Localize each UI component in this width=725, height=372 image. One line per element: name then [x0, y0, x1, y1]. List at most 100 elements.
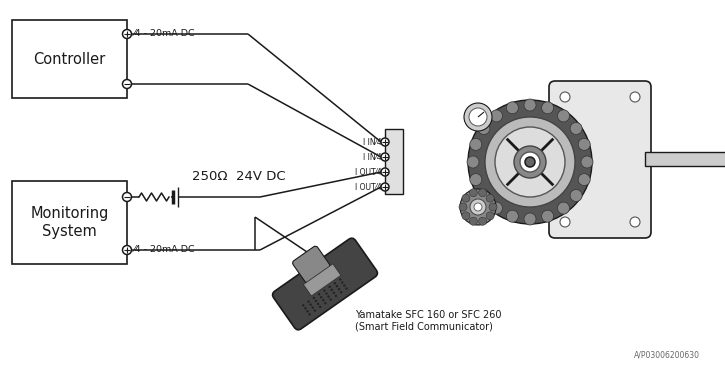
Circle shape: [381, 153, 389, 161]
Circle shape: [340, 291, 342, 294]
Circle shape: [560, 92, 570, 102]
Circle shape: [524, 213, 536, 225]
FancyBboxPatch shape: [549, 81, 651, 238]
Circle shape: [474, 203, 482, 211]
Circle shape: [320, 296, 323, 298]
Circle shape: [381, 183, 389, 191]
Circle shape: [630, 92, 640, 102]
Circle shape: [312, 307, 314, 309]
Circle shape: [322, 299, 325, 301]
Circle shape: [478, 189, 486, 197]
Text: I IN⁄4: I IN⁄4: [363, 138, 382, 147]
Circle shape: [324, 302, 326, 304]
Circle shape: [506, 210, 518, 222]
Circle shape: [459, 203, 467, 211]
Circle shape: [579, 174, 590, 186]
Circle shape: [478, 189, 490, 202]
Circle shape: [495, 127, 565, 197]
Circle shape: [310, 304, 312, 306]
Circle shape: [312, 297, 315, 299]
Circle shape: [334, 282, 336, 284]
Text: A/P03006200630: A/P03006200630: [634, 351, 700, 360]
Circle shape: [470, 138, 482, 150]
Circle shape: [486, 212, 494, 220]
Circle shape: [308, 313, 311, 315]
Text: ⁄4 - 20mA DC: ⁄4 - 20mA DC: [134, 244, 196, 253]
Text: Monitoring
System: Monitoring System: [30, 206, 109, 239]
Circle shape: [524, 99, 536, 111]
Circle shape: [478, 217, 486, 225]
Circle shape: [464, 103, 492, 131]
Circle shape: [469, 217, 477, 225]
Bar: [385, 129, 403, 194]
Text: Yamatake SFC 160 or SFC 260
(Smart Field Communicator): Yamatake SFC 160 or SFC 260 (Smart Field…: [355, 310, 502, 331]
Circle shape: [558, 202, 570, 214]
Text: I OUT⁄4: I OUT⁄4: [355, 183, 382, 192]
Circle shape: [381, 168, 389, 176]
Circle shape: [489, 203, 497, 211]
Circle shape: [542, 102, 554, 114]
Text: Controller: Controller: [33, 51, 106, 67]
Circle shape: [478, 122, 490, 135]
Circle shape: [328, 286, 331, 288]
Circle shape: [542, 210, 554, 222]
Circle shape: [335, 295, 337, 297]
FancyBboxPatch shape: [273, 238, 378, 330]
Bar: [12, 181, 127, 264]
Circle shape: [317, 303, 319, 305]
Text: ⁄4 - 20mA DC: ⁄4 - 20mA DC: [134, 29, 196, 38]
Circle shape: [486, 194, 494, 202]
Circle shape: [491, 202, 502, 214]
Circle shape: [123, 80, 131, 89]
Circle shape: [307, 301, 310, 303]
Circle shape: [328, 295, 330, 298]
Circle shape: [470, 199, 486, 215]
Circle shape: [338, 288, 340, 291]
Circle shape: [333, 292, 335, 294]
Circle shape: [514, 146, 546, 178]
Bar: [303, 264, 341, 296]
FancyBboxPatch shape: [292, 246, 330, 283]
Circle shape: [560, 217, 570, 227]
Circle shape: [345, 287, 348, 290]
Circle shape: [579, 138, 590, 150]
Circle shape: [506, 102, 518, 114]
Circle shape: [123, 29, 131, 38]
Circle shape: [314, 310, 316, 312]
Circle shape: [469, 108, 487, 126]
Circle shape: [462, 212, 470, 220]
Circle shape: [319, 306, 321, 308]
Circle shape: [315, 300, 317, 302]
Circle shape: [581, 156, 593, 168]
Circle shape: [470, 174, 482, 186]
Circle shape: [460, 189, 496, 225]
Circle shape: [570, 122, 582, 135]
Bar: [12, 20, 127, 98]
Circle shape: [558, 110, 570, 122]
Circle shape: [302, 304, 304, 307]
Circle shape: [525, 157, 535, 167]
Circle shape: [467, 156, 479, 168]
Circle shape: [570, 189, 582, 202]
Circle shape: [630, 217, 640, 227]
Circle shape: [485, 117, 575, 207]
Circle shape: [318, 293, 320, 295]
Circle shape: [339, 278, 341, 281]
Circle shape: [468, 100, 592, 224]
Circle shape: [343, 284, 346, 287]
Circle shape: [381, 138, 389, 146]
Bar: [645, 152, 725, 166]
Circle shape: [469, 189, 477, 197]
Circle shape: [520, 152, 540, 172]
Circle shape: [323, 289, 326, 292]
Circle shape: [462, 194, 470, 202]
Circle shape: [329, 298, 332, 301]
Circle shape: [491, 110, 502, 122]
Text: 250Ω  24V DC: 250Ω 24V DC: [192, 170, 286, 183]
Circle shape: [326, 292, 328, 295]
Circle shape: [336, 285, 338, 288]
Text: I OUT⁄4: I OUT⁄4: [355, 167, 382, 176]
Circle shape: [304, 307, 307, 310]
Circle shape: [306, 310, 309, 312]
Circle shape: [123, 192, 131, 202]
